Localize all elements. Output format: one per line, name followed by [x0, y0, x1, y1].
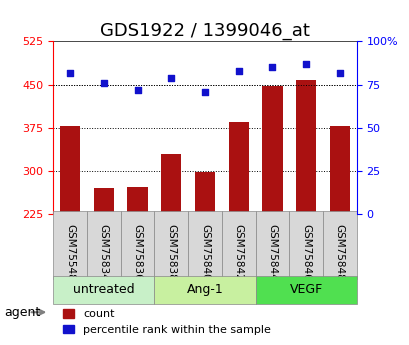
Text: GSM75836: GSM75836 [132, 224, 142, 280]
Point [100, 80, 107, 86]
Text: VEGF: VEGF [289, 283, 322, 296]
Text: GSM75846: GSM75846 [300, 224, 310, 280]
Point [302, 61, 309, 67]
Title: GDS1922 / 1399046_at: GDS1922 / 1399046_at [100, 22, 309, 40]
FancyBboxPatch shape [87, 211, 120, 279]
Bar [329, 126, 349, 214]
Point [168, 75, 174, 80]
Text: GSM75548: GSM75548 [65, 224, 75, 280]
FancyBboxPatch shape [322, 211, 356, 279]
Bar [228, 122, 248, 214]
FancyBboxPatch shape [289, 211, 322, 279]
Point [67, 70, 73, 75]
FancyBboxPatch shape [255, 211, 289, 279]
Point [235, 68, 241, 73]
Bar [94, 188, 114, 214]
Text: untreated: untreated [73, 283, 134, 296]
Text: agent: agent [4, 306, 40, 319]
Text: GSM75834: GSM75834 [99, 224, 109, 280]
Bar [194, 172, 215, 214]
Point [336, 70, 342, 75]
FancyBboxPatch shape [53, 211, 87, 279]
FancyBboxPatch shape [120, 211, 154, 279]
Legend: count, percentile rank within the sample: count, percentile rank within the sample [59, 305, 275, 339]
FancyBboxPatch shape [188, 211, 221, 279]
Point [268, 65, 275, 70]
Point [201, 89, 208, 94]
Text: Ang-1: Ang-1 [186, 283, 223, 296]
Text: GSM75844: GSM75844 [267, 224, 277, 280]
Text: GSM75838: GSM75838 [166, 224, 176, 280]
Bar [161, 154, 181, 214]
Bar [60, 126, 80, 214]
FancyBboxPatch shape [221, 211, 255, 279]
FancyBboxPatch shape [154, 276, 255, 304]
Text: GSM75842: GSM75842 [233, 224, 243, 280]
FancyBboxPatch shape [154, 211, 188, 279]
Bar [127, 187, 147, 214]
Text: GSM75840: GSM75840 [200, 224, 209, 280]
Bar [295, 80, 315, 214]
Text: GSM75848: GSM75848 [334, 224, 344, 280]
FancyBboxPatch shape [255, 276, 356, 304]
Point [134, 87, 141, 92]
Bar [262, 86, 282, 214]
FancyBboxPatch shape [53, 276, 154, 304]
